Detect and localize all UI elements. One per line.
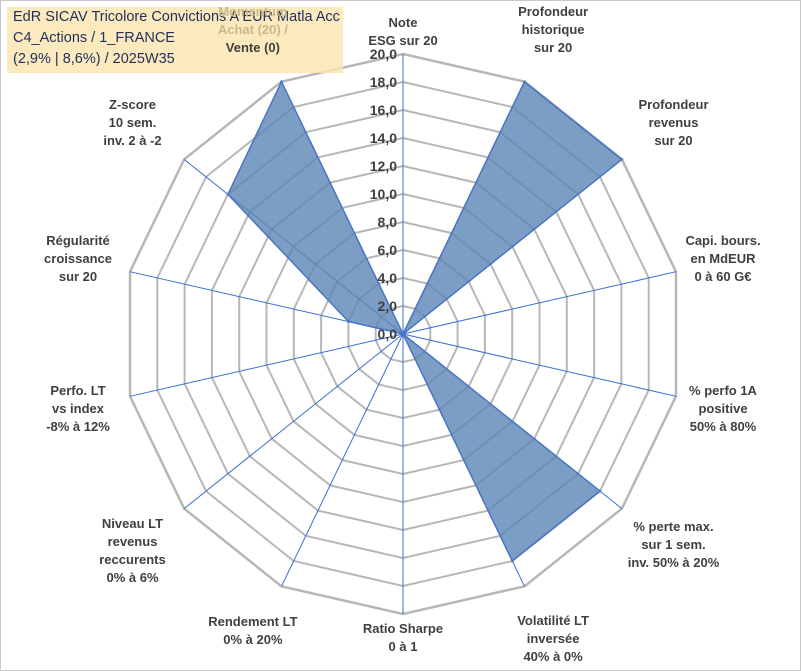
tick-label: 2,0 — [378, 298, 398, 314]
axis-label-text: sur 20 — [654, 132, 693, 148]
axis-label-2: Profondeur historique sur 20 — [478, 3, 628, 57]
axis-label-text: Niveau LT — [101, 516, 164, 531]
axis-label-13: Z-score 10 sem. inv. 2 à -2 — [58, 96, 208, 150]
tick-label: 8,0 — [378, 214, 398, 230]
axis-label-text: revenus — [648, 114, 699, 130]
axis-label-6: % perte max. sur 1 sem. inv. 50% à 20% — [599, 518, 749, 572]
axis-label-14: Momentum Achat (20) / Vente (0) — [178, 3, 328, 57]
axis-label-text: sur 20 — [58, 268, 98, 284]
data-point-7 — [510, 559, 514, 563]
spoke-10 — [183, 333, 404, 509]
axis-label-text: inv. 2 à -2 — [103, 132, 162, 148]
axis-label-5: % perfo 1A positive 50% à 80% — [648, 382, 798, 436]
axis-label-8: Ratio Sharpe 0 à 1 — [328, 620, 478, 656]
axis-label-text: croissance — [44, 250, 112, 266]
axis-label-text: sur 20 — [533, 40, 573, 55]
data-point-13 — [226, 192, 230, 196]
spoke-9 — [281, 333, 404, 587]
axis-label-text: sur 1 sem. — [641, 537, 706, 553]
axis-label-7: Volatilité LT inversée 40% à 0% — [478, 612, 628, 666]
data-point-11 — [401, 332, 405, 336]
tick-label: 18,0 — [370, 74, 397, 90]
axis-label-text: Régularité — [46, 232, 110, 248]
axis-label-text: 0 à 60 G€ — [694, 268, 752, 284]
axis-label-text: historique — [521, 22, 585, 37]
axis-label-text: Note — [388, 15, 418, 30]
chart-title-line-3: (2,9% | 8,6%) / 2025W35 — [13, 51, 175, 67]
axis-label-text: inv. 50% à 20% — [627, 555, 720, 571]
spoke-5 — [402, 333, 677, 397]
axis-label-text: 0% à 20% — [223, 632, 283, 648]
axis-label-9: Rendement LT 0% à 20% — [178, 613, 328, 649]
tick-label: 20,0 — [370, 46, 397, 62]
series-area — [227, 79, 624, 563]
axis-label-text: Perfo. LT — [50, 383, 106, 399]
axis-label-text: Profondeur — [518, 4, 589, 19]
axis-label-10: Niveau LT revenus reccurents 0% à 6% — [58, 515, 208, 587]
data-point-12 — [346, 320, 350, 323]
tick-label: 0,0 — [378, 326, 398, 342]
tick-label: 6,0 — [378, 242, 398, 258]
axis-label-text: Profondeur — [638, 96, 709, 112]
axis-label-text: revenus — [107, 534, 158, 549]
chart-title-line-1: EdR SICAV Tricolore Convictions A EUR Ma… — [13, 9, 340, 25]
axis-label-text: Rendement LT — [208, 614, 298, 630]
radar-series — [226, 79, 624, 563]
axis-label-text: 10 sem. — [108, 114, 157, 130]
axis-label-text: 50% à 80% — [689, 419, 757, 435]
tick-label: 10,0 — [370, 186, 397, 202]
axis-label-text: positive — [698, 401, 748, 417]
axis-label-1: Note ESG sur 20 — [328, 14, 478, 50]
tick-label: 16,0 — [370, 102, 397, 118]
data-point-2 — [523, 80, 526, 84]
axis-label-text: -8% à 12% — [46, 419, 110, 435]
axis-label-text: 0 à 1 — [388, 639, 418, 654]
tick-label: 4,0 — [378, 270, 398, 286]
axis-label-text: Momentum — [218, 4, 288, 19]
tick-label: 14,0 — [370, 130, 397, 146]
axis-label-text: % perfo 1A — [689, 383, 757, 399]
axis-label-text: vs index — [51, 401, 105, 417]
axis-label-12: Régularité croissance sur 20 — [3, 232, 153, 286]
axis-label-text: ESG sur 20 — [368, 33, 438, 48]
axis-label-text: en MdEUR — [690, 250, 756, 266]
axis-label-3: Profondeur revenus sur 20 — [599, 96, 749, 150]
data-point-6 — [598, 489, 602, 493]
axis-label-text: inversée — [526, 631, 580, 647]
axis-label-text: 0% à 6% — [106, 570, 159, 585]
axis-label-text: Achat (20) / — [217, 22, 288, 37]
data-point-3 — [620, 157, 624, 161]
axis-label-text: % perte max. — [633, 519, 714, 535]
axis-label-11: Perfo. LT vs index -8% à 12% — [3, 382, 153, 436]
axis-label-text: Volatilité LT — [517, 613, 589, 629]
axis-label-text: Vente (0) — [225, 40, 280, 55]
radar-tick-labels: 0,0 2,0 4,0 6,0 8,0 10,0 12,0 14,0 16,0 18,0 20,0 — [370, 46, 397, 342]
data-point-14 — [280, 80, 283, 84]
spoke-4 — [402, 271, 677, 335]
axis-label-text: 40% à 0% — [523, 649, 583, 665]
tick-label: 12,0 — [370, 158, 397, 174]
chart-title-box — [7, 7, 343, 73]
chart-title-line-2: C4_Actions / 1_FRANCE — [13, 30, 175, 46]
axis-label-text: Ratio Sharpe — [362, 621, 444, 636]
axis-label-text: reccurents — [99, 552, 166, 567]
spoke-11 — [129, 333, 404, 397]
axis-label-text: Z-score — [109, 96, 156, 112]
axis-label-4: Capi. bours. en MdEUR 0 à 60 G€ — [648, 232, 798, 286]
axis-label-text: Capi. bours. — [685, 232, 761, 248]
